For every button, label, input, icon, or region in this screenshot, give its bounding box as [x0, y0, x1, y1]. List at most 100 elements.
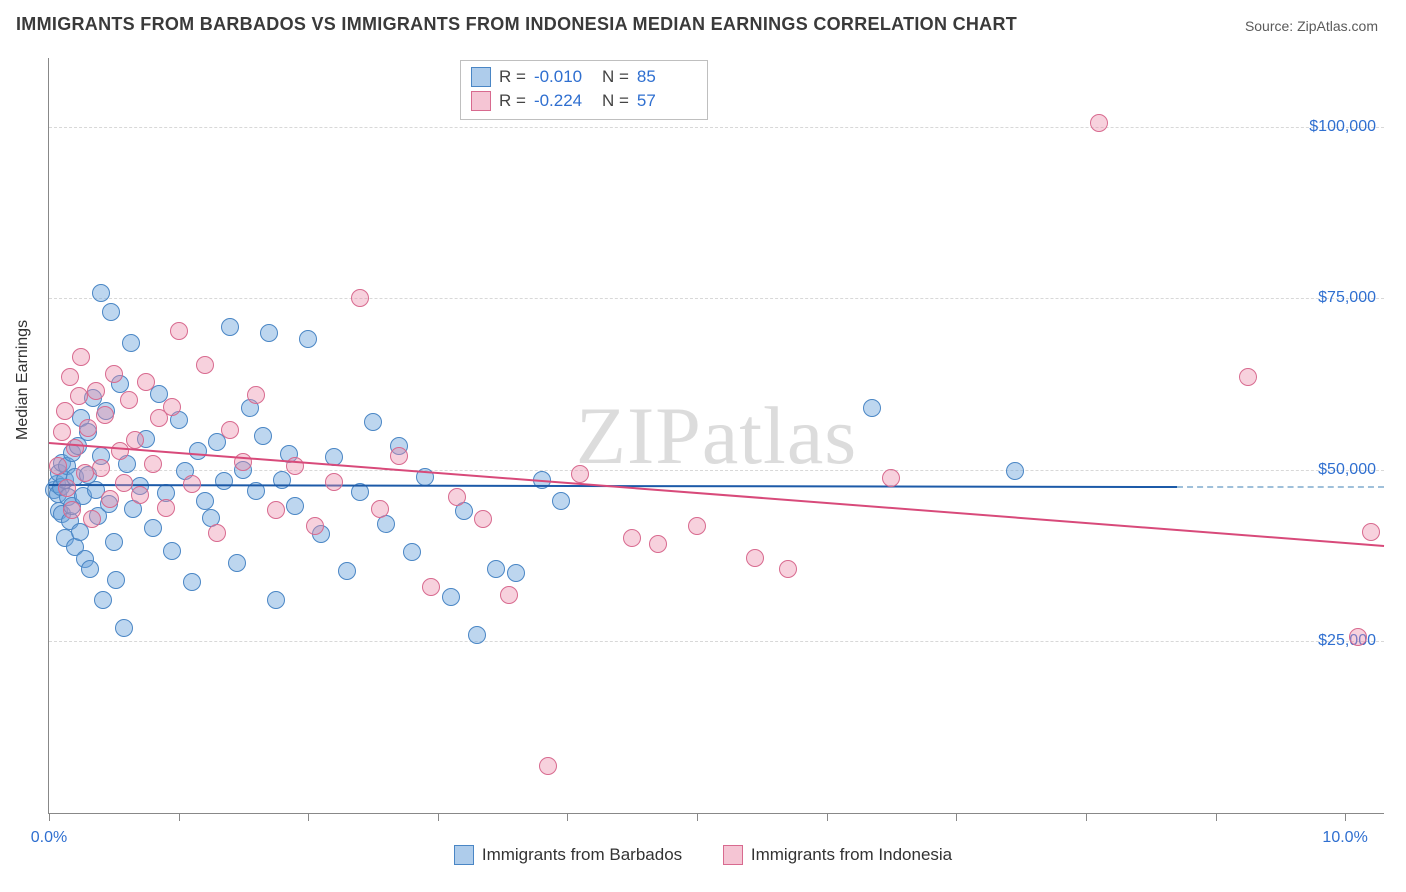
stat-r-value: -0.224 [534, 89, 594, 113]
stat-r-label: R = [499, 89, 526, 113]
x-tick [179, 813, 180, 821]
data-point-barbados [105, 533, 123, 551]
data-point-indonesia [746, 549, 764, 567]
data-point-indonesia [144, 455, 162, 473]
data-point-barbados [338, 562, 356, 580]
data-point-indonesia [267, 501, 285, 519]
data-point-indonesia [196, 356, 214, 374]
watermark: ZIPatlas [576, 389, 857, 483]
data-point-barbados [122, 334, 140, 352]
stat-n-value: 85 [637, 65, 697, 89]
data-point-indonesia [1090, 114, 1108, 132]
stat-r-label: R = [499, 65, 526, 89]
bottom-legend: Immigrants from Barbados Immigrants from… [0, 845, 1406, 870]
data-point-barbados [92, 284, 110, 302]
data-point-indonesia [306, 517, 324, 535]
x-tick [1216, 813, 1217, 821]
data-point-indonesia [325, 473, 343, 491]
data-point-barbados [299, 330, 317, 348]
x-tick [1345, 813, 1346, 821]
data-point-barbados [221, 318, 239, 336]
y-axis-label: Median Earnings [14, 320, 32, 440]
swatch-blue [471, 67, 491, 87]
source-label: Source: ZipAtlas.com [1245, 18, 1378, 34]
data-point-indonesia [500, 586, 518, 604]
data-point-barbados [228, 554, 246, 572]
data-point-indonesia [101, 490, 119, 508]
data-point-indonesia [448, 488, 466, 506]
data-point-indonesia [120, 391, 138, 409]
legend-item: Immigrants from Indonesia [723, 845, 952, 865]
legend-label: Immigrants from Barbados [482, 845, 682, 865]
data-point-indonesia [371, 500, 389, 518]
data-point-barbados [364, 413, 382, 431]
data-point-indonesia [163, 398, 181, 416]
data-point-barbados [468, 626, 486, 644]
data-point-indonesia [247, 386, 265, 404]
watermark-text-b: atlas [702, 390, 857, 481]
data-point-indonesia [474, 510, 492, 528]
y-tick-label: $50,000 [1318, 461, 1376, 479]
data-point-barbados [115, 619, 133, 637]
data-point-indonesia [351, 289, 369, 307]
data-point-indonesia [1239, 368, 1257, 386]
data-point-indonesia [87, 382, 105, 400]
data-point-barbados [102, 303, 120, 321]
data-point-indonesia [688, 517, 706, 535]
data-point-indonesia [571, 465, 589, 483]
data-point-indonesia [126, 431, 144, 449]
stat-n-value: 57 [637, 89, 697, 113]
trend-line-extension-barbados [1177, 486, 1384, 488]
x-tick [1086, 813, 1087, 821]
data-point-barbados [552, 492, 570, 510]
data-point-indonesia [131, 486, 149, 504]
data-point-indonesia [234, 453, 252, 471]
data-point-indonesia [53, 423, 71, 441]
swatch-pink [471, 91, 491, 111]
data-point-indonesia [539, 757, 557, 775]
data-point-indonesia [623, 529, 641, 547]
stat-n-label: N = [602, 65, 629, 89]
swatch-blue [454, 845, 474, 865]
data-point-indonesia [63, 501, 81, 519]
x-tick [438, 813, 439, 821]
data-point-indonesia [96, 406, 114, 424]
stats-legend-box: R = -0.010 N = 85 R = -0.224 N = 57 [460, 60, 708, 120]
scatter-plot-area: ZIPatlas $25,000$50,000$75,000$100,0000.… [48, 58, 1384, 814]
gridline [49, 127, 1384, 128]
watermark-text-a: ZIP [576, 390, 702, 481]
data-point-indonesia [1349, 628, 1367, 646]
gridline [49, 298, 1384, 299]
y-tick-label: $75,000 [1318, 289, 1376, 307]
data-point-indonesia [58, 479, 76, 497]
gridline [49, 641, 1384, 642]
data-point-barbados [183, 573, 201, 591]
data-point-indonesia [66, 439, 84, 457]
data-point-barbados [1006, 462, 1024, 480]
stats-row: R = -0.010 N = 85 [471, 65, 697, 89]
x-tick [956, 813, 957, 821]
x-tick [308, 813, 309, 821]
x-tick [567, 813, 568, 821]
data-point-barbados [403, 543, 421, 561]
stats-row: R = -0.224 N = 57 [471, 89, 697, 113]
x-tick [49, 813, 50, 821]
data-point-indonesia [61, 368, 79, 386]
data-point-indonesia [157, 499, 175, 517]
data-point-indonesia [115, 474, 133, 492]
data-point-indonesia [779, 560, 797, 578]
data-point-barbados [286, 497, 304, 515]
data-point-barbados [863, 399, 881, 417]
data-point-indonesia [70, 387, 88, 405]
data-point-barbados [260, 324, 278, 342]
data-point-indonesia [649, 535, 667, 553]
data-point-indonesia [137, 373, 155, 391]
data-point-barbados [254, 427, 272, 445]
data-point-indonesia [92, 459, 110, 477]
stat-r-value: -0.010 [534, 65, 594, 89]
data-point-barbados [163, 542, 181, 560]
data-point-barbados [442, 588, 460, 606]
data-point-indonesia [422, 578, 440, 596]
data-point-indonesia [170, 322, 188, 340]
y-tick-label: $100,000 [1309, 118, 1376, 136]
